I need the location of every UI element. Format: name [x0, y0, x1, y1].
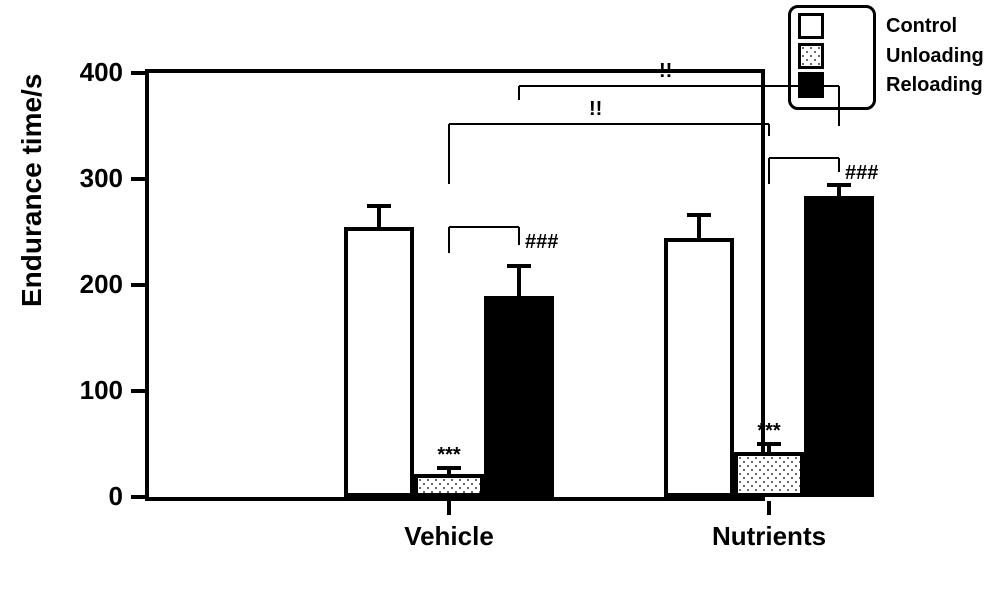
bracket-drop — [518, 227, 520, 245]
y-tick — [131, 71, 145, 75]
error-bar — [697, 215, 701, 238]
legend-label: Reloading — [886, 74, 983, 97]
bar-control — [344, 227, 414, 497]
significance-marker: *** — [729, 420, 809, 443]
y-tick — [131, 283, 145, 287]
y-tick-label: 0 — [109, 481, 123, 512]
legend-swatch-control — [798, 13, 824, 39]
y-tick-label: 200 — [80, 269, 123, 300]
y-tick — [131, 177, 145, 181]
y-tick-label: 300 — [80, 163, 123, 194]
error-cap — [507, 264, 531, 268]
x-tick — [767, 501, 771, 515]
significance-marker: *** — [409, 444, 489, 467]
error-cap — [687, 213, 711, 217]
bracket-drop — [768, 124, 770, 136]
legend-swatch-reloading — [798, 72, 824, 98]
bar-reloading — [484, 296, 554, 497]
bracket-label: ### — [845, 162, 878, 185]
error-bar — [517, 266, 521, 296]
y-tick-label: 100 — [80, 375, 123, 406]
bar-unloading — [414, 474, 484, 497]
bracket-label: !! — [659, 60, 672, 83]
bracket-drop — [838, 158, 840, 172]
y-axis-label: Endurance time/s — [16, 267, 48, 307]
bracket-drop — [768, 158, 770, 184]
bar-unloading — [734, 452, 804, 497]
y-tick-label: 400 — [80, 57, 123, 88]
legend-swatch-unloading — [798, 43, 824, 69]
bracket — [769, 157, 839, 159]
legend-label: Unloading — [886, 45, 984, 68]
legend-label: Control — [886, 15, 957, 38]
bracket-drop — [838, 86, 840, 126]
bracket — [449, 123, 769, 125]
bar-reloading — [804, 196, 874, 497]
x-tick — [447, 501, 451, 515]
error-cap — [367, 204, 391, 208]
bracket — [519, 85, 839, 87]
bar-control — [664, 238, 734, 497]
y-tick — [131, 389, 145, 393]
y-tick — [131, 495, 145, 499]
bracket — [449, 226, 519, 228]
error-bar — [377, 206, 381, 227]
endurance-bar-chart: Endurance time/s 0 100 200 300 400 Vehicle Nut… — [0, 0, 1000, 591]
bracket-drop — [448, 124, 450, 184]
x-category-label: Nutrients — [679, 521, 859, 552]
bracket-label: !! — [589, 98, 602, 121]
bracket-label: ### — [525, 231, 558, 254]
bracket-drop — [518, 86, 520, 100]
bracket-drop — [448, 227, 450, 253]
x-category-label: Vehicle — [359, 521, 539, 552]
